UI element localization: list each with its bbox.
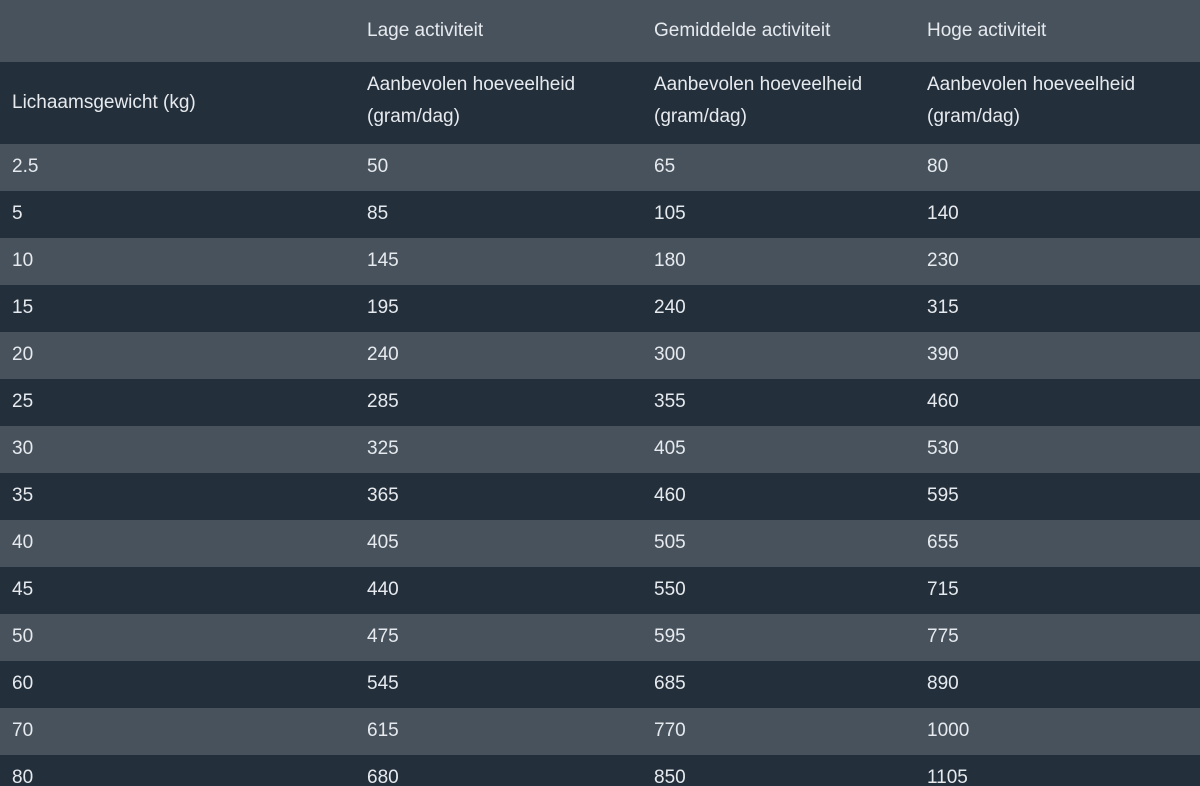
table-cell: 365 (367, 485, 399, 506)
table-cell: 285 (367, 391, 399, 412)
table-cell: 715 (927, 579, 959, 600)
table-cell: 680 (367, 767, 399, 786)
table-cell: 355 (654, 391, 686, 412)
table-row: 35 365 460 595 (0, 473, 1200, 520)
table-cell: 1000 (927, 720, 970, 741)
table-row: 2.5 50 65 80 (0, 144, 1200, 191)
table-cell: 505 (654, 532, 686, 553)
table-cell: 240 (654, 297, 686, 318)
table-row: 30 325 405 530 (0, 426, 1200, 473)
table-cell: 890 (927, 673, 959, 694)
table-cell: 85 (367, 203, 389, 224)
table-cell: 140 (927, 203, 959, 224)
table-row: 25 285 355 460 (0, 379, 1200, 426)
group-header-cell: Hoge activiteit (927, 20, 1047, 41)
table-cell: 775 (927, 626, 959, 647)
table-cell: 405 (367, 532, 399, 553)
table-cell: 80 (12, 767, 34, 786)
table-cell: 405 (654, 438, 686, 459)
table-row: 80 680 850 1105 (0, 755, 1200, 786)
header-cell: Aanbevolen hoeveelheid (gram/dag) (927, 74, 1136, 127)
table-row: 40 405 505 655 (0, 520, 1200, 567)
table-cell: 25 (12, 391, 34, 412)
table-row: 10 145 180 230 (0, 238, 1200, 285)
table-cell: 685 (654, 673, 686, 694)
table-row: 50 475 595 775 (0, 614, 1200, 661)
table-cell: 145 (367, 250, 399, 271)
table-cell: 850 (654, 767, 686, 786)
table-cell: 530 (927, 438, 959, 459)
table-cell: 195 (367, 297, 399, 318)
table-cell: 1105 (927, 767, 968, 786)
table-cell: 770 (654, 720, 686, 741)
table-cell: 460 (654, 485, 686, 506)
table-cell: 475 (367, 626, 399, 647)
table-cell: 440 (367, 579, 399, 600)
table-cell: 70 (12, 720, 34, 741)
table-cell: 65 (654, 156, 676, 177)
table-cell: 30 (12, 438, 34, 459)
table-cell: 105 (654, 203, 686, 224)
table-cell: 550 (654, 579, 686, 600)
table-cell: 50 (367, 156, 389, 177)
table-cell: 180 (654, 250, 686, 271)
table-cell: 615 (367, 720, 399, 741)
table-cell: 80 (927, 156, 949, 177)
group-header-cell: Lage activiteit (367, 20, 484, 41)
table-cell: 325 (367, 438, 399, 459)
table-cell: 35 (12, 485, 34, 506)
table-cell: 300 (654, 344, 686, 365)
table-cell: 595 (927, 485, 959, 506)
table-cell: 40 (12, 532, 34, 553)
group-header-cell: Gemiddelde activiteit (654, 20, 831, 41)
table-cell: 390 (927, 344, 959, 365)
table-cell: 2.5 (12, 156, 39, 177)
table-row: 5 85 105 140 (0, 191, 1200, 238)
header-cell: Aanbevolen hoeveelheid (gram/dag) (367, 74, 576, 127)
table-row: 20 240 300 390 (0, 332, 1200, 379)
table-row: 70 615 770 1000 (0, 708, 1200, 755)
table-row: 45 440 550 715 (0, 567, 1200, 614)
table-cell: 460 (927, 391, 959, 412)
group-header-row: Lage activiteit Gemiddelde activiteit Hoge… (0, 0, 1200, 62)
table-cell: 230 (927, 250, 959, 271)
table-cell: 45 (12, 579, 34, 600)
table-cell: 10 (12, 250, 34, 271)
table-cell: 655 (927, 532, 959, 553)
table-row: 60 545 685 890 (0, 661, 1200, 708)
header-cell: Aanbevolen hoeveelheid (gram/dag) (654, 74, 863, 127)
table-row: 15 195 240 315 (0, 285, 1200, 332)
table-cell: 595 (654, 626, 686, 647)
table-cell: 240 (367, 344, 399, 365)
header-cell: Lichaamsgewicht (kg) (12, 92, 196, 113)
table-cell: 50 (12, 626, 34, 647)
table-cell: 15 (12, 297, 34, 318)
header-row: Lichaamsgewicht (kg) Aanbevolen hoeveelhe… (0, 62, 1200, 144)
table-cell: 545 (367, 673, 399, 694)
table-cell: 5 (12, 203, 23, 224)
table-cell: 60 (12, 673, 34, 694)
table-cell: 20 (12, 344, 34, 365)
table-cell: 315 (927, 297, 959, 318)
